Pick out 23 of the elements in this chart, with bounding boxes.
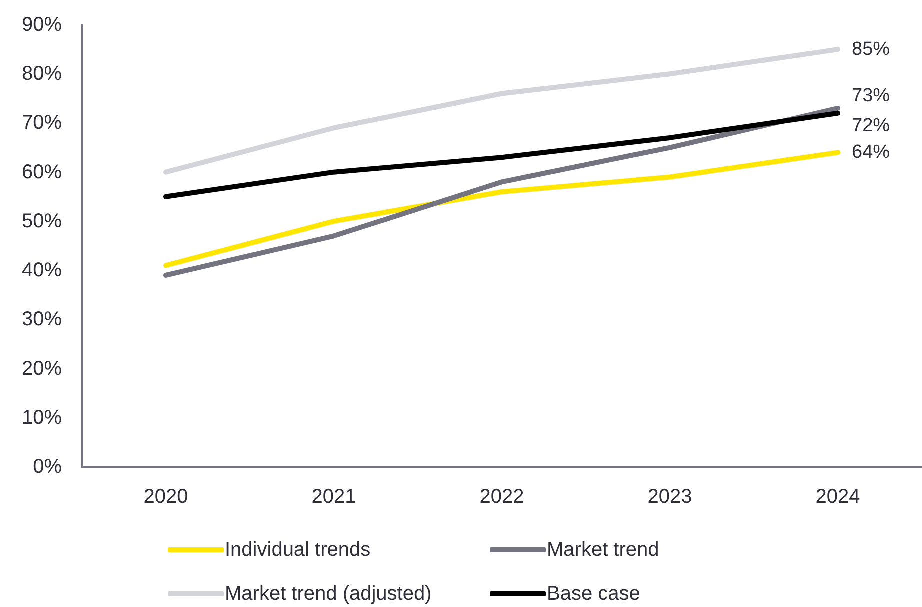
y-tick-label: 80% bbox=[22, 63, 62, 86]
y-tick-label: 10% bbox=[22, 406, 62, 429]
legend-label: Individual trends bbox=[225, 539, 371, 561]
data-label: 85% bbox=[852, 39, 890, 60]
x-tick-label: 2021 bbox=[312, 486, 356, 508]
x-tick-label: 2024 bbox=[816, 486, 860, 508]
y-tick-label: 40% bbox=[22, 260, 62, 282]
x-tick-label: 2022 bbox=[480, 486, 524, 508]
data-label: 72% bbox=[852, 115, 890, 136]
x-tick-label: 2020 bbox=[144, 486, 188, 508]
y-tick-label: 70% bbox=[22, 112, 62, 134]
y-tick-label: 50% bbox=[22, 210, 62, 232]
data-label: 73% bbox=[852, 85, 890, 106]
legend-label: Market trend bbox=[547, 539, 660, 561]
data-label: 64% bbox=[852, 142, 890, 164]
x-tick-label: 2023 bbox=[648, 486, 692, 508]
y-tick-label: 20% bbox=[22, 358, 62, 380]
y-tick-label: 90% bbox=[22, 14, 62, 36]
legend-label: Market trend (adjusted) bbox=[225, 583, 432, 605]
y-tick-label: 60% bbox=[22, 161, 62, 184]
legend-label: Base case bbox=[547, 583, 640, 605]
y-tick-label: 30% bbox=[22, 308, 62, 331]
y-tick-label: 0% bbox=[33, 456, 62, 478]
